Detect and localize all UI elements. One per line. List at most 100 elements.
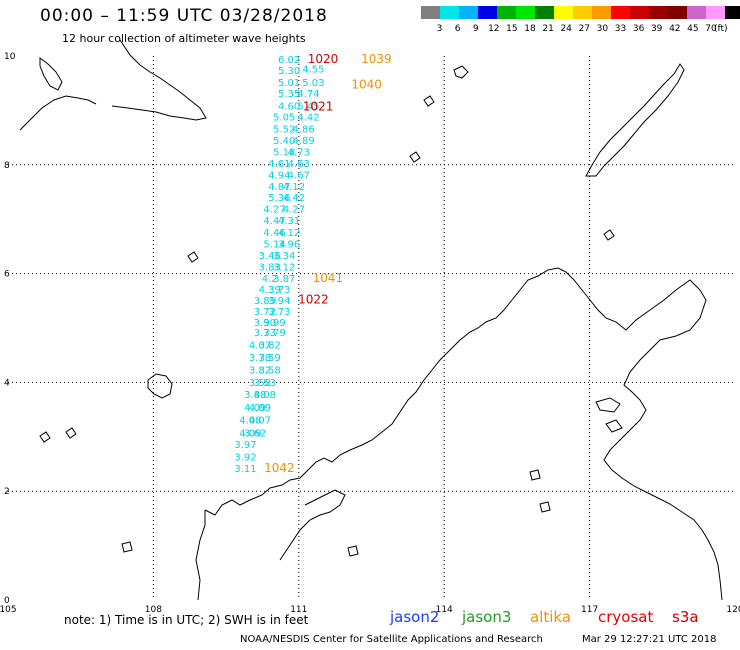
wave-height-label: 5.05	[273, 113, 295, 124]
wave-height-label: 3.87	[273, 274, 295, 285]
small-island	[603, 229, 615, 241]
wave-height-label: 4.27	[263, 205, 285, 216]
y-tick-label: 2	[4, 487, 10, 497]
wave-height-label: 3.88	[244, 390, 266, 401]
wave-height-label: 4.61	[268, 159, 290, 170]
small-island	[595, 397, 621, 413]
wave-height-label: 4.73	[288, 148, 310, 159]
wave-height-label: 3.11	[234, 464, 256, 475]
color-scale-swatch	[573, 6, 592, 19]
palawan-coastline	[585, 63, 685, 177]
color-scale-label: 30	[596, 24, 609, 34]
color-scale-label: 3	[436, 24, 443, 34]
wave-height-label: 5.01	[278, 78, 300, 89]
wave-height-label: 1042	[264, 461, 295, 475]
wave-height-label: 3.89	[254, 296, 276, 307]
color-scale-labels: 3 6 9 12 15 18 21 24 27 30 33 36 39 42 45 70	[421, 24, 717, 36]
satellite-legend-jason3: jason3	[462, 608, 512, 626]
x-tick-label: 108	[145, 605, 162, 615]
color-scale-label: 6	[454, 24, 461, 34]
color-scale-label: 42	[669, 24, 681, 34]
wave-height-label: 3.72	[254, 307, 276, 318]
x-tick-label: 111	[290, 605, 307, 615]
wave-height-label: 3.59	[259, 353, 281, 364]
wave-height-label: 1039	[361, 52, 392, 66]
natuna-island	[147, 373, 173, 399]
color-scale-swatch	[516, 6, 535, 19]
borneo-coastline	[204, 267, 723, 601]
wave-height-label: 3.73	[268, 307, 290, 318]
wave-height-label: 5.52	[273, 125, 295, 136]
wave-height-label: 4.31	[278, 216, 300, 227]
wave-height-label: 4.07	[249, 341, 271, 352]
wave-height-label: 5.18	[273, 148, 295, 159]
color-scale-label: 39	[650, 24, 663, 34]
color-scale-swatch	[459, 6, 478, 19]
axis-ticks: 105 108 111 114 117 120 0 2 4 6 8 10	[0, 52, 740, 615]
scale-unit: (ft)	[714, 24, 728, 34]
color-scale-swatch	[706, 6, 725, 19]
small-island	[453, 65, 469, 79]
color-scale-swatch	[554, 6, 573, 19]
wave-height-label: 3.73	[268, 285, 290, 296]
wave-height-label: 5.45	[297, 101, 319, 112]
y-tick-label: 4	[4, 378, 10, 388]
small-island	[409, 151, 421, 163]
small-island	[39, 431, 51, 443]
borneo-south-coastline	[195, 510, 206, 601]
wave-height-label: 4.42	[283, 193, 305, 204]
wave-height-label: 1040	[351, 78, 382, 92]
page-title: 00:00 – 11:59 UTC 03/28/2018	[40, 6, 328, 26]
x-tick-label: 117	[581, 605, 598, 615]
wave-height-label: 4.27	[283, 205, 305, 216]
wave-height-label: 4.94	[268, 170, 290, 181]
wave-height-label: 3.97	[234, 440, 256, 451]
wave-height-label: 6.02	[278, 55, 300, 66]
small-island	[65, 427, 77, 439]
wave-height-label: 1021	[303, 99, 334, 113]
wave-height-label: 5.36	[268, 193, 290, 204]
y-tick-label: 6	[4, 270, 10, 280]
mekong-coastline	[19, 95, 97, 131]
wave-height-label: 4.09	[249, 403, 271, 414]
wave-height-label: 4.42	[297, 113, 319, 124]
color-scale-swatch	[535, 6, 554, 19]
wave-height-label: 5.03	[302, 78, 324, 89]
satellite-legend-s3a: s3a	[672, 608, 699, 626]
x-tick-label: 105	[0, 605, 17, 615]
color-scale-swatch	[649, 6, 668, 19]
wave-height-label: 4.12	[283, 182, 305, 193]
wave-height-label: 4.86	[293, 125, 315, 136]
wave-height-label: 4.74	[297, 89, 319, 100]
small-island	[423, 95, 435, 107]
page-subtitle: 12 hour collection of altimeter wave hei…	[62, 32, 306, 45]
color-scale-swatch	[440, 6, 459, 19]
color-scale-swatch	[497, 6, 516, 19]
small-island	[347, 545, 359, 557]
phu-quoc-coastline	[39, 57, 63, 91]
wave-height-label: 3.82	[249, 366, 271, 377]
credit-line: NOAA/NESDIS Center for Satellite Applica…	[240, 634, 543, 645]
color-scale-swatch	[725, 6, 740, 19]
small-island	[539, 501, 551, 513]
x-tick-label: 120	[726, 605, 740, 615]
y-tick-label: 8	[4, 161, 10, 171]
wave-height-label: 3.79	[263, 328, 285, 339]
wave-height-label: 3.83	[259, 262, 281, 273]
color-scale-label: 21	[542, 24, 554, 34]
wave-height-label: 4.89	[293, 136, 315, 147]
small-island	[529, 469, 541, 481]
color-scale-label: 36	[632, 24, 645, 34]
color-scale-swatch	[687, 6, 706, 19]
wave-height-label: 1022	[298, 293, 329, 307]
small-island	[121, 541, 133, 553]
color-scale	[421, 6, 740, 19]
small-island	[187, 251, 199, 263]
x-tick-label: 114	[436, 605, 453, 615]
wave-height-label: 4.12	[278, 228, 300, 239]
color-scale-label: 12	[488, 24, 500, 34]
wave-height-label: 4.08	[239, 416, 261, 427]
wave-height-label: 4.47	[263, 216, 285, 227]
wave-height-label: 4.07	[249, 416, 271, 427]
